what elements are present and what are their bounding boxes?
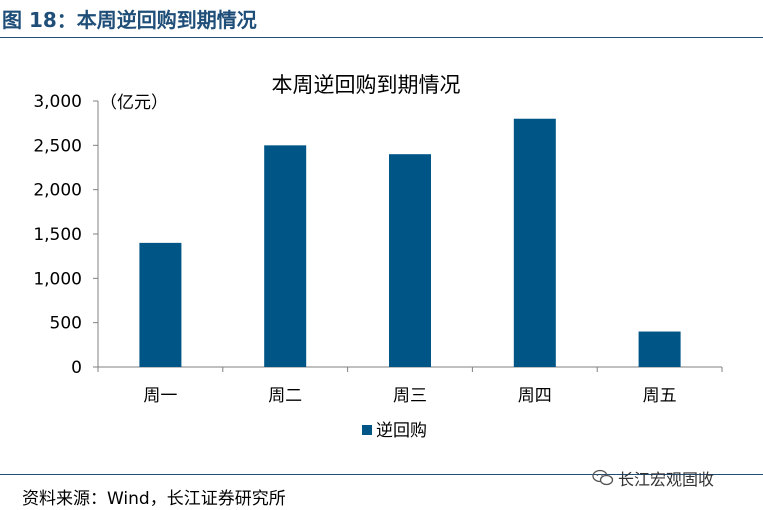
y-tick-label: 3,000 [33,92,82,112]
y-tick-label: 0 [71,358,82,378]
legend-swatch [362,425,372,435]
wechat-icon [592,469,614,486]
bar [264,145,307,367]
x-tick-label: 周四 [518,386,552,406]
chart-title: 本周逆回购到期情况 [272,73,461,97]
x-tick-label: 周三 [393,386,427,406]
y-axis-labels: 0 500 1,000 1,500 2,000 2,500 3,000 [33,92,82,378]
y-axis-unit-label: （亿元） [100,93,168,113]
x-axis-labels: 周一 周二 周三 周四 周五 [143,386,676,406]
y-tick-label: 1,000 [33,269,82,289]
legend-label-reverse-repo: 逆回购 [376,421,427,441]
chart-bars [139,118,681,367]
watermark-text: 长江宏观固收 [618,470,715,489]
x-tick-label: 周一 [143,386,177,406]
bar [139,242,182,367]
chart-legend: 逆回购 [362,421,427,441]
source-note: 资料来源：Wind，长江证券研究所 [22,489,286,509]
y-tick-label: 500 [50,314,82,334]
caption-divider [0,37,763,38]
watermark: 长江宏观固收 [592,466,714,490]
y-tick-label: 2,000 [33,181,82,201]
bar [389,154,431,367]
bar [638,331,681,367]
figure-caption: 图 18：本周逆回购到期情况 [2,8,257,32]
bar [513,118,556,367]
source-divider [0,474,763,475]
x-tick-label: 周二 [268,386,302,406]
x-tick-label: 周五 [643,386,677,406]
y-tick-label: 2,500 [33,136,82,156]
y-tick-label: 1,500 [33,225,82,245]
bar-chart: 本周逆回购到期情况 （亿元） 周一 周二 周三 周四 周五 0 500 1,000 1,500… [33,73,723,441]
